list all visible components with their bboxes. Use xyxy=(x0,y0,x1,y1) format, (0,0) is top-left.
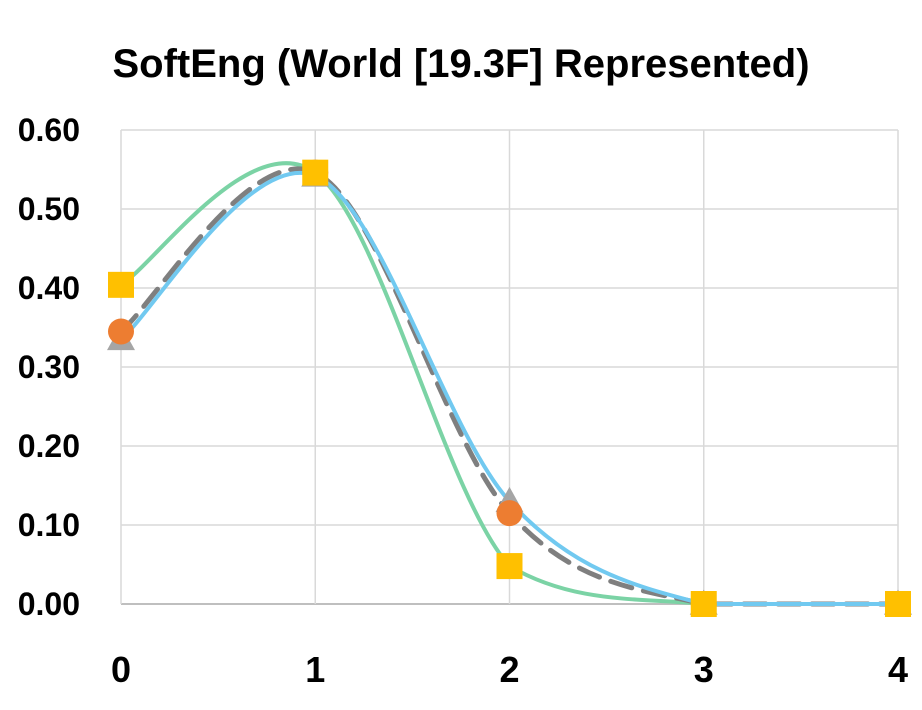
y-tick-label: 0.40 xyxy=(18,270,80,306)
x-tick-label: 3 xyxy=(694,649,714,690)
y-tick-label: 0.20 xyxy=(18,428,80,464)
square-marker xyxy=(496,553,523,580)
x-tick-label: 0 xyxy=(111,649,131,690)
x-tick-label: 1 xyxy=(305,649,325,690)
x-tick-label: 4 xyxy=(888,649,908,690)
square-marker xyxy=(690,591,717,617)
y-tick-label: 0.10 xyxy=(18,507,80,543)
series-markers xyxy=(107,159,912,617)
chart-title: SoftEng (World [19.3F] Represented) xyxy=(112,42,810,86)
square-marker xyxy=(108,271,134,298)
square-marker xyxy=(302,159,329,186)
tick-labels: 0.00 0.10 0.20 0.30 0.40 0.50 0.60 0 1 2 3 4 xyxy=(18,112,908,690)
y-tick-label: 0.60 xyxy=(18,112,80,148)
x-tick-label: 2 xyxy=(499,649,519,690)
y-tick-label: 0.30 xyxy=(18,349,80,385)
series-line-circle xyxy=(118,166,901,607)
circle-marker xyxy=(496,500,523,527)
circle-marker xyxy=(108,318,134,345)
series-lines xyxy=(118,161,901,607)
series-line-triangle xyxy=(119,171,900,607)
y-tick-label: 0.00 xyxy=(18,586,80,622)
square-marker xyxy=(885,591,911,617)
y-tick-label: 0.50 xyxy=(18,191,80,227)
